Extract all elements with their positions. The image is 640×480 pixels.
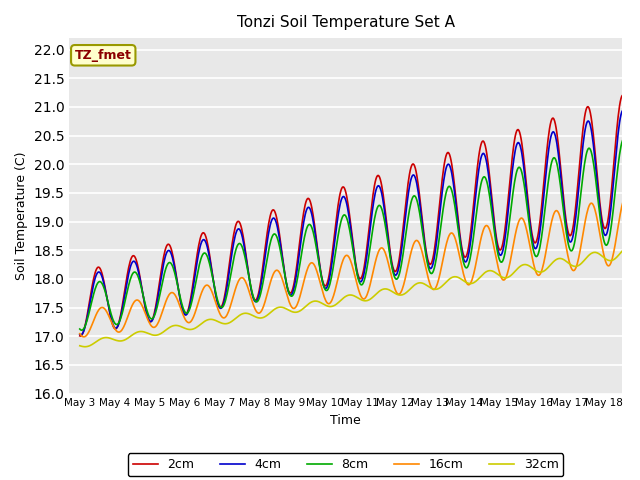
32cm xyxy=(142,330,150,336)
2cm xyxy=(619,92,627,98)
8cm xyxy=(78,327,86,333)
32cm xyxy=(245,311,253,317)
X-axis label: Time: Time xyxy=(330,414,361,427)
4cm xyxy=(294,262,301,267)
Text: TZ_fmet: TZ_fmet xyxy=(75,49,132,62)
16cm xyxy=(76,331,84,336)
Line: 2cm: 2cm xyxy=(80,95,639,336)
16cm xyxy=(636,249,640,254)
8cm xyxy=(620,136,628,142)
2cm xyxy=(294,254,301,260)
8cm xyxy=(636,233,640,239)
4cm xyxy=(76,332,84,337)
8cm xyxy=(76,326,84,332)
2cm xyxy=(76,333,84,339)
32cm xyxy=(81,344,89,349)
32cm xyxy=(418,280,426,286)
16cm xyxy=(294,300,301,306)
32cm xyxy=(636,249,640,255)
Line: 32cm: 32cm xyxy=(80,246,639,347)
Line: 4cm: 4cm xyxy=(80,110,639,335)
4cm xyxy=(273,221,280,227)
8cm xyxy=(418,225,426,230)
32cm xyxy=(626,243,634,249)
Title: Tonzi Soil Temperature Set A: Tonzi Soil Temperature Set A xyxy=(237,15,454,30)
2cm xyxy=(418,214,426,219)
8cm xyxy=(294,274,301,279)
4cm xyxy=(449,180,457,185)
8cm xyxy=(245,275,253,281)
Line: 8cm: 8cm xyxy=(80,139,639,330)
8cm xyxy=(142,305,150,311)
4cm xyxy=(142,308,150,314)
16cm xyxy=(142,312,150,318)
Line: 16cm: 16cm xyxy=(80,196,639,337)
16cm xyxy=(449,231,457,237)
8cm xyxy=(449,194,457,200)
2cm xyxy=(273,215,280,221)
16cm xyxy=(80,334,88,340)
Legend: 2cm, 4cm, 8cm, 16cm, 32cm: 2cm, 4cm, 8cm, 16cm, 32cm xyxy=(127,453,563,476)
16cm xyxy=(418,248,426,254)
2cm xyxy=(142,309,150,315)
4cm xyxy=(636,225,640,230)
32cm xyxy=(449,274,457,280)
2cm xyxy=(449,172,457,178)
16cm xyxy=(622,193,630,199)
4cm xyxy=(245,275,253,280)
32cm xyxy=(76,343,84,348)
4cm xyxy=(418,218,426,224)
16cm xyxy=(273,267,280,273)
2cm xyxy=(77,333,84,339)
32cm xyxy=(273,305,280,311)
32cm xyxy=(294,309,301,315)
2cm xyxy=(245,273,253,279)
8cm xyxy=(273,234,280,240)
Y-axis label: Soil Temperature (C): Soil Temperature (C) xyxy=(15,152,28,280)
4cm xyxy=(620,108,627,113)
16cm xyxy=(245,288,253,294)
4cm xyxy=(77,332,84,338)
2cm xyxy=(636,218,640,224)
